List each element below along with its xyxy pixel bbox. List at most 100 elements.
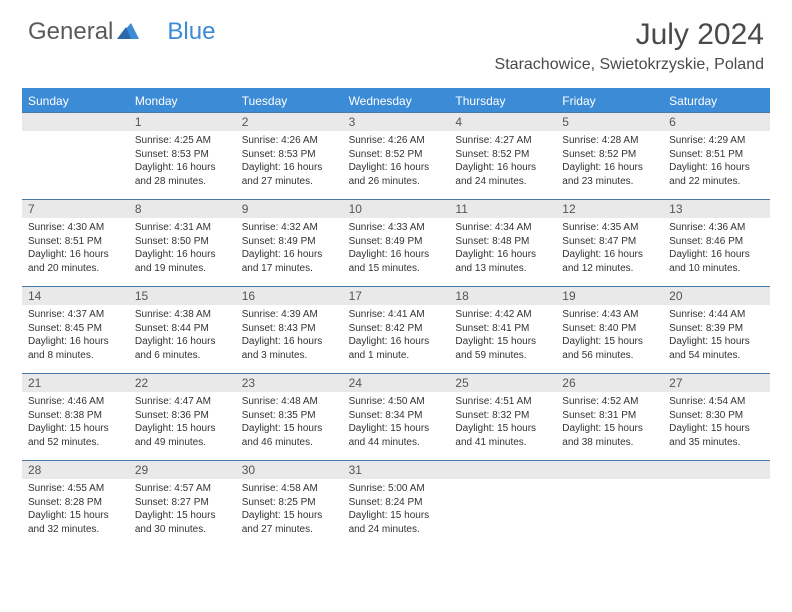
day-cell [449,461,556,547]
day-cell: 11Sunrise: 4:34 AMSunset: 8:48 PMDayligh… [449,200,556,286]
day-details: Sunrise: 4:46 AMSunset: 8:38 PMDaylight:… [22,392,129,453]
day-details: Sunrise: 4:33 AMSunset: 8:49 PMDaylight:… [343,218,450,279]
day-number: 28 [22,461,129,479]
day-cell: 8Sunrise: 4:31 AMSunset: 8:50 PMDaylight… [129,200,236,286]
weekday-label: Monday [129,90,236,112]
day-cell: 21Sunrise: 4:46 AMSunset: 8:38 PMDayligh… [22,374,129,460]
day-number: 8 [129,200,236,218]
day-cell [22,113,129,199]
day-number: 24 [343,374,450,392]
day-cell: 3Sunrise: 4:26 AMSunset: 8:52 PMDaylight… [343,113,450,199]
weekday-label: Saturday [663,90,770,112]
day-cell: 23Sunrise: 4:48 AMSunset: 8:35 PMDayligh… [236,374,343,460]
day-details: Sunrise: 4:31 AMSunset: 8:50 PMDaylight:… [129,218,236,279]
day-number: 10 [343,200,450,218]
day-number: 27 [663,374,770,392]
day-number: 18 [449,287,556,305]
day-details: Sunrise: 4:30 AMSunset: 8:51 PMDaylight:… [22,218,129,279]
logo: General Blue [28,18,215,46]
day-cell: 17Sunrise: 4:41 AMSunset: 8:42 PMDayligh… [343,287,450,373]
weekday-header: Sunday Monday Tuesday Wednesday Thursday… [22,90,770,112]
weekday-label: Thursday [449,90,556,112]
calendar-week: 7Sunrise: 4:30 AMSunset: 8:51 PMDaylight… [22,199,770,286]
weekday-label: Friday [556,90,663,112]
day-cell: 24Sunrise: 4:50 AMSunset: 8:34 PMDayligh… [343,374,450,460]
day-number: 31 [343,461,450,479]
calendar-body: 1Sunrise: 4:25 AMSunset: 8:53 PMDaylight… [22,112,770,547]
day-details: Sunrise: 4:55 AMSunset: 8:28 PMDaylight:… [22,479,129,540]
day-details: Sunrise: 4:44 AMSunset: 8:39 PMDaylight:… [663,305,770,366]
day-details: Sunrise: 5:00 AMSunset: 8:24 PMDaylight:… [343,479,450,540]
day-cell: 14Sunrise: 4:37 AMSunset: 8:45 PMDayligh… [22,287,129,373]
day-details: Sunrise: 4:39 AMSunset: 8:43 PMDaylight:… [236,305,343,366]
day-number: 15 [129,287,236,305]
calendar-week: 28Sunrise: 4:55 AMSunset: 8:28 PMDayligh… [22,460,770,547]
page-title: July 2024 [495,18,764,52]
day-details: Sunrise: 4:29 AMSunset: 8:51 PMDaylight:… [663,131,770,192]
day-details: Sunrise: 4:54 AMSunset: 8:30 PMDaylight:… [663,392,770,453]
day-cell: 7Sunrise: 4:30 AMSunset: 8:51 PMDaylight… [22,200,129,286]
day-number: 7 [22,200,129,218]
logo-text-1: General [28,18,113,46]
day-number: 16 [236,287,343,305]
day-cell: 10Sunrise: 4:33 AMSunset: 8:49 PMDayligh… [343,200,450,286]
day-number: 21 [22,374,129,392]
day-number: 30 [236,461,343,479]
weekday-label: Tuesday [236,90,343,112]
day-number: 22 [129,374,236,392]
day-details: Sunrise: 4:50 AMSunset: 8:34 PMDaylight:… [343,392,450,453]
day-cell: 18Sunrise: 4:42 AMSunset: 8:41 PMDayligh… [449,287,556,373]
logo-triangle-icon [117,18,139,46]
day-number: 14 [22,287,129,305]
day-number: 20 [663,287,770,305]
day-number: 6 [663,113,770,131]
title-block: July 2024 Starachowice, Swietokrzyskie, … [495,18,764,74]
day-cell [663,461,770,547]
day-cell: 25Sunrise: 4:51 AMSunset: 8:32 PMDayligh… [449,374,556,460]
day-number: 9 [236,200,343,218]
day-details: Sunrise: 4:27 AMSunset: 8:52 PMDaylight:… [449,131,556,192]
day-details: Sunrise: 4:58 AMSunset: 8:25 PMDaylight:… [236,479,343,540]
location-text: Starachowice, Swietokrzyskie, Poland [495,56,764,74]
day-cell: 13Sunrise: 4:36 AMSunset: 8:46 PMDayligh… [663,200,770,286]
day-details: Sunrise: 4:35 AMSunset: 8:47 PMDaylight:… [556,218,663,279]
day-cell: 30Sunrise: 4:58 AMSunset: 8:25 PMDayligh… [236,461,343,547]
day-details: Sunrise: 4:32 AMSunset: 8:49 PMDaylight:… [236,218,343,279]
day-number: 4 [449,113,556,131]
day-details: Sunrise: 4:48 AMSunset: 8:35 PMDaylight:… [236,392,343,453]
day-cell: 31Sunrise: 5:00 AMSunset: 8:24 PMDayligh… [343,461,450,547]
day-cell: 12Sunrise: 4:35 AMSunset: 8:47 PMDayligh… [556,200,663,286]
day-cell: 16Sunrise: 4:39 AMSunset: 8:43 PMDayligh… [236,287,343,373]
logo-text-2: Blue [167,18,215,46]
day-cell: 29Sunrise: 4:57 AMSunset: 8:27 PMDayligh… [129,461,236,547]
calendar-week: 14Sunrise: 4:37 AMSunset: 8:45 PMDayligh… [22,286,770,373]
day-number: 11 [449,200,556,218]
weekday-label: Wednesday [343,90,450,112]
day-number: 13 [663,200,770,218]
day-number: 26 [556,374,663,392]
day-number: 17 [343,287,450,305]
day-details: Sunrise: 4:57 AMSunset: 8:27 PMDaylight:… [129,479,236,540]
day-number: 29 [129,461,236,479]
day-number-empty [663,461,770,479]
day-details: Sunrise: 4:52 AMSunset: 8:31 PMDaylight:… [556,392,663,453]
day-cell: 15Sunrise: 4:38 AMSunset: 8:44 PMDayligh… [129,287,236,373]
day-cell: 22Sunrise: 4:47 AMSunset: 8:36 PMDayligh… [129,374,236,460]
day-cell: 27Sunrise: 4:54 AMSunset: 8:30 PMDayligh… [663,374,770,460]
day-number: 19 [556,287,663,305]
day-details: Sunrise: 4:36 AMSunset: 8:46 PMDaylight:… [663,218,770,279]
calendar-week: 1Sunrise: 4:25 AMSunset: 8:53 PMDaylight… [22,112,770,199]
day-details: Sunrise: 4:34 AMSunset: 8:48 PMDaylight:… [449,218,556,279]
day-number: 5 [556,113,663,131]
day-number-empty [22,113,129,131]
day-details: Sunrise: 4:42 AMSunset: 8:41 PMDaylight:… [449,305,556,366]
day-details: Sunrise: 4:28 AMSunset: 8:52 PMDaylight:… [556,131,663,192]
day-details: Sunrise: 4:26 AMSunset: 8:52 PMDaylight:… [343,131,450,192]
day-cell: 20Sunrise: 4:44 AMSunset: 8:39 PMDayligh… [663,287,770,373]
day-number: 12 [556,200,663,218]
day-details: Sunrise: 4:47 AMSunset: 8:36 PMDaylight:… [129,392,236,453]
day-cell [556,461,663,547]
day-cell: 19Sunrise: 4:43 AMSunset: 8:40 PMDayligh… [556,287,663,373]
day-cell: 1Sunrise: 4:25 AMSunset: 8:53 PMDaylight… [129,113,236,199]
day-cell: 5Sunrise: 4:28 AMSunset: 8:52 PMDaylight… [556,113,663,199]
